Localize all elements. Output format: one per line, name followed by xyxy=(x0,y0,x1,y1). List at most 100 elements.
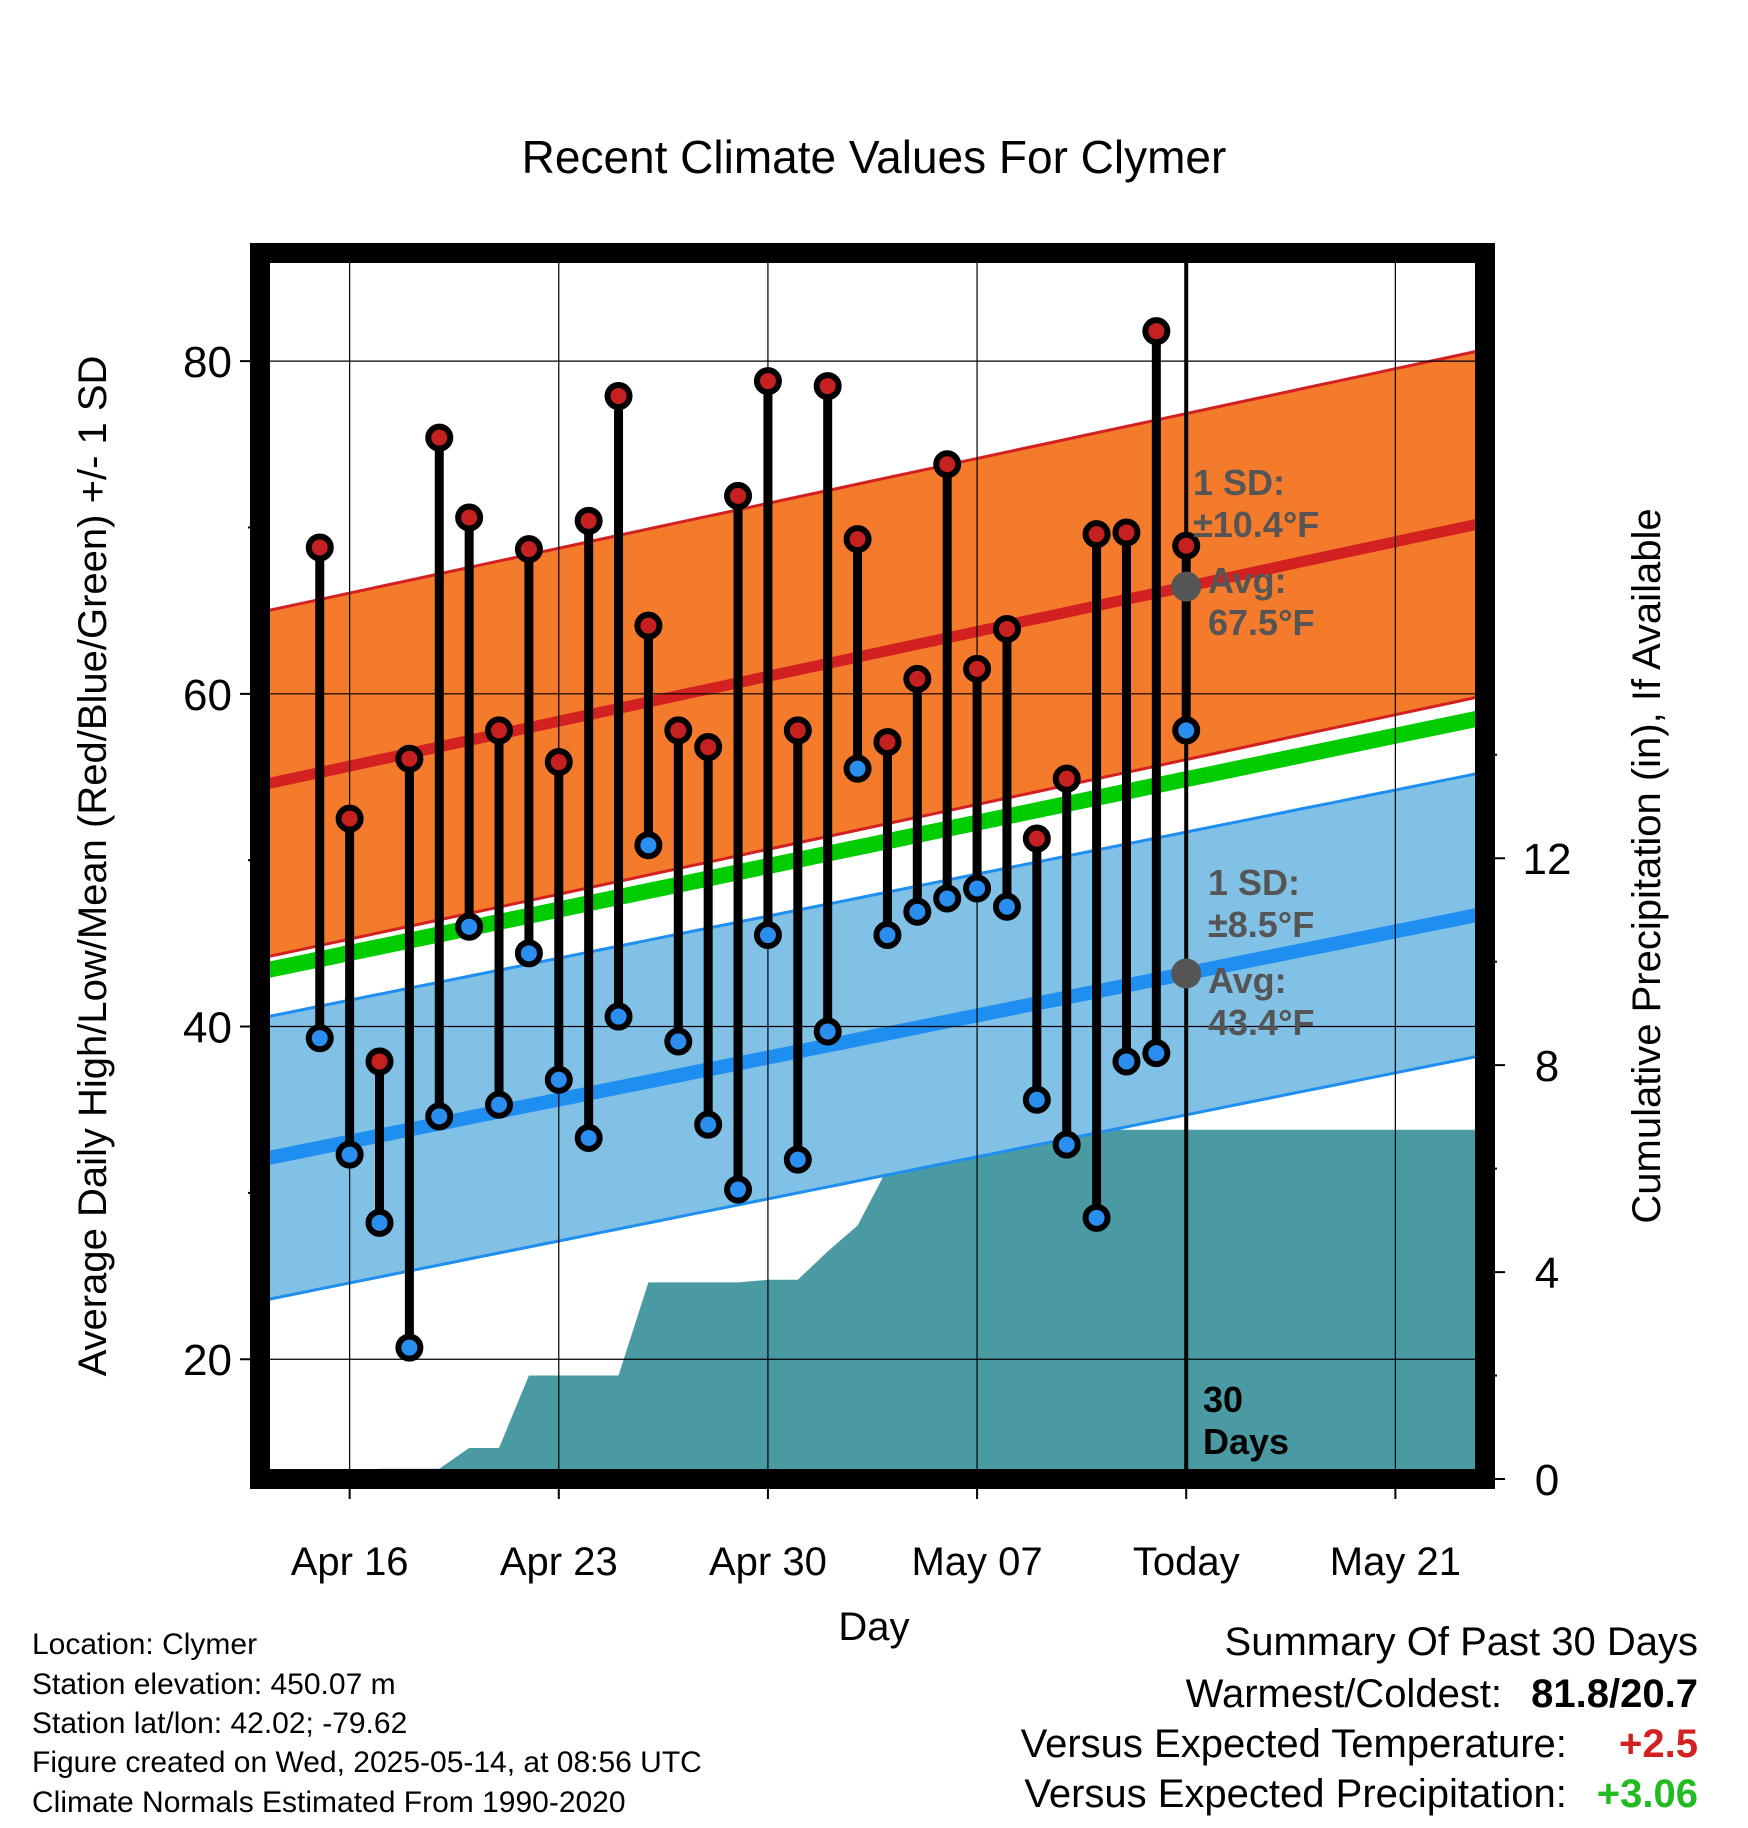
low-sd-value: ±8.5°F xyxy=(1208,904,1314,945)
daily-low-point xyxy=(813,1017,842,1046)
x-tick-label: Apr 16 xyxy=(291,1540,409,1584)
x-tick-label: Today xyxy=(1133,1540,1240,1584)
daily-low-point xyxy=(395,1333,424,1362)
high-avg-label: Avg: xyxy=(1208,560,1287,601)
daily-low-point xyxy=(1052,1130,1081,1159)
daily-low-point xyxy=(843,754,872,783)
summary-warm-cold: Warmest/Coldest: 81.8/20.7 xyxy=(1186,1672,1698,1717)
footer-created: Figure created on Wed, 2025-05-14, at 08… xyxy=(32,1746,702,1779)
daily-low-point xyxy=(992,892,1021,921)
daily-high-point xyxy=(634,611,663,640)
daily-low-point xyxy=(455,912,484,941)
daily-high-point xyxy=(365,1047,394,1076)
low-avg-value: 43.4°F xyxy=(1208,1002,1314,1043)
summary-precip-value: +3.06 xyxy=(1596,1772,1698,1816)
days-count-number: 30 xyxy=(1203,1379,1243,1420)
daily-high-point xyxy=(783,716,812,745)
daily-high-point xyxy=(604,382,633,411)
daily-high-point xyxy=(1112,518,1141,547)
daily-low-point xyxy=(753,921,782,950)
daily-low-point xyxy=(365,1208,394,1237)
daily-low-point xyxy=(963,874,992,903)
summary-temp-label: Versus Expected Temperature: xyxy=(1020,1722,1567,1766)
y-axis-label-left: Average Daily High/Low/Mean (Red/Blue/Gr… xyxy=(71,356,115,1377)
high-sd-value: ±10.4°F xyxy=(1193,504,1319,545)
daily-high-point xyxy=(813,372,842,401)
low-avg-label: Avg: xyxy=(1208,960,1287,1001)
daily-high-point xyxy=(425,423,454,452)
daily-high-point xyxy=(873,728,902,757)
daily-low-point xyxy=(783,1145,812,1174)
x-tick-label: Apr 30 xyxy=(709,1540,827,1584)
y-axis-label-right: Cumulative Precipitation (in), If Availa… xyxy=(1625,508,1669,1223)
daily-high-point xyxy=(335,804,364,833)
y-right-tick-label: 8 xyxy=(1535,1042,1559,1091)
daily-high-point xyxy=(395,744,424,773)
daily-high-point xyxy=(1082,520,1111,549)
today-low-normal-marker xyxy=(1171,958,1202,989)
low-sd-upper-edge xyxy=(260,770,1485,1020)
daily-high-point xyxy=(933,450,962,479)
y-right-tick-label: 12 xyxy=(1523,835,1572,884)
y-right-tick-label: 4 xyxy=(1535,1249,1559,1298)
daily-low-point xyxy=(425,1102,454,1131)
daily-low-point xyxy=(544,1065,573,1094)
daily-low-point xyxy=(694,1110,723,1139)
y-left-tick-label: 40 xyxy=(183,1004,232,1053)
days-count-label: Days xyxy=(1203,1421,1289,1462)
daily-high-point xyxy=(992,614,1021,643)
daily-low-point xyxy=(1142,1039,1171,1068)
daily-high-point xyxy=(544,748,573,777)
x-tick-label: May 21 xyxy=(1330,1540,1461,1584)
x-tick-label: May 07 xyxy=(911,1540,1042,1584)
daily-low-point xyxy=(664,1027,693,1056)
footer-location: Location: Clymer xyxy=(32,1628,258,1661)
summary-warm-cold-label: Warmest/Coldest: xyxy=(1185,1672,1503,1716)
daily-high-point xyxy=(574,506,603,535)
daily-high-point xyxy=(664,716,693,745)
summary-warm-cold-value: 81.8/20.7 xyxy=(1531,1672,1698,1716)
y-right-tick-label: 0 xyxy=(1535,1456,1559,1505)
daily-high-point xyxy=(694,733,723,762)
daily-low-point xyxy=(634,831,663,860)
daily-high-point xyxy=(455,503,484,532)
daily-low-point xyxy=(305,1024,334,1053)
high-avg-value: 67.5°F xyxy=(1208,602,1314,643)
footer-latlon: Station lat/lon: 42.02; -79.62 xyxy=(32,1707,408,1740)
daily-high-point xyxy=(514,535,543,564)
footer-elevation: Station elevation: 450.07 m xyxy=(32,1668,396,1701)
daily-low-point xyxy=(1172,716,1201,745)
x-tick-label: Apr 23 xyxy=(500,1540,618,1584)
daily-low-point xyxy=(933,884,962,913)
daily-high-point xyxy=(1172,531,1201,560)
low-sd-lower-edge xyxy=(260,1053,1485,1303)
daily-low-point xyxy=(903,897,932,926)
daily-high-point xyxy=(1142,317,1171,346)
summary-temp: Versus Expected Temperature: +2.5 xyxy=(1021,1722,1698,1767)
daily-low-point xyxy=(485,1090,514,1119)
daily-high-point xyxy=(1022,824,1051,853)
daily-high-point xyxy=(963,654,992,683)
daily-high-point xyxy=(753,367,782,396)
x-axis-label: Day xyxy=(838,1605,909,1649)
chart-title: Recent Climate Values For Clymer xyxy=(522,131,1227,183)
today-high-normal-marker xyxy=(1171,571,1202,602)
daily-high-point xyxy=(305,533,334,562)
daily-low-point xyxy=(335,1140,364,1169)
daily-high-point xyxy=(1052,764,1081,793)
daily-high-point xyxy=(485,716,514,745)
daily-low-point xyxy=(1082,1203,1111,1232)
y-left-tick-label: 20 xyxy=(183,1336,232,1385)
daily-low-point xyxy=(1022,1085,1051,1114)
daily-low-point xyxy=(724,1175,753,1204)
y-left-tick-label: 60 xyxy=(183,671,232,720)
daily-low-point xyxy=(604,1002,633,1031)
daily-high-point xyxy=(724,481,753,510)
daily-high-point xyxy=(903,664,932,693)
normal-low-line xyxy=(260,906,1485,1167)
summary-temp-value: +2.5 xyxy=(1619,1722,1698,1766)
precip-area xyxy=(260,1129,1485,1479)
daily-low-point xyxy=(514,939,543,968)
low-sd-label: 1 SD: xyxy=(1208,862,1300,903)
